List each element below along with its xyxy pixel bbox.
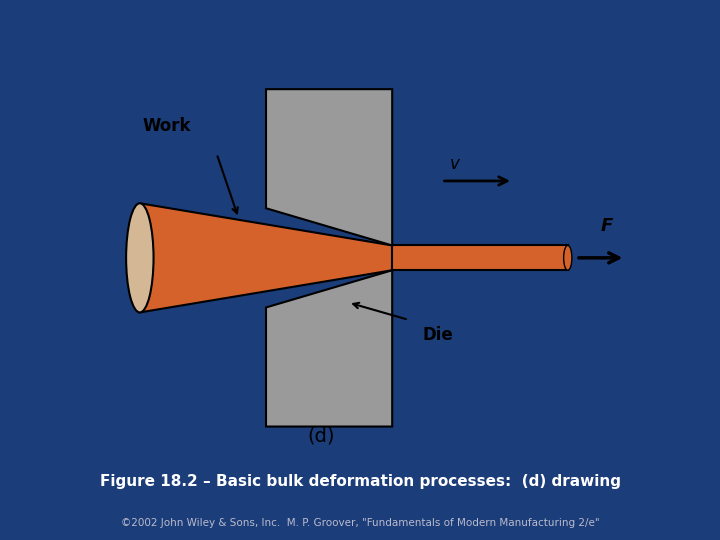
Text: (d): (d) xyxy=(307,427,335,446)
Polygon shape xyxy=(266,270,392,427)
Text: ©2002 John Wiley & Sons, Inc.  M. P. Groover, "Fundamentals of Modern Manufactur: ©2002 John Wiley & Sons, Inc. M. P. Groo… xyxy=(121,518,599,528)
Polygon shape xyxy=(140,203,392,313)
Text: v: v xyxy=(450,154,459,173)
Text: Die: Die xyxy=(423,326,453,344)
Ellipse shape xyxy=(564,246,572,270)
Polygon shape xyxy=(392,246,568,270)
Ellipse shape xyxy=(126,203,153,313)
Polygon shape xyxy=(266,89,392,246)
Text: F: F xyxy=(600,217,613,234)
Text: Work: Work xyxy=(143,117,191,136)
Text: Figure 18.2 – Basic bulk deformation processes:  (d) drawing: Figure 18.2 – Basic bulk deformation pro… xyxy=(99,474,621,489)
